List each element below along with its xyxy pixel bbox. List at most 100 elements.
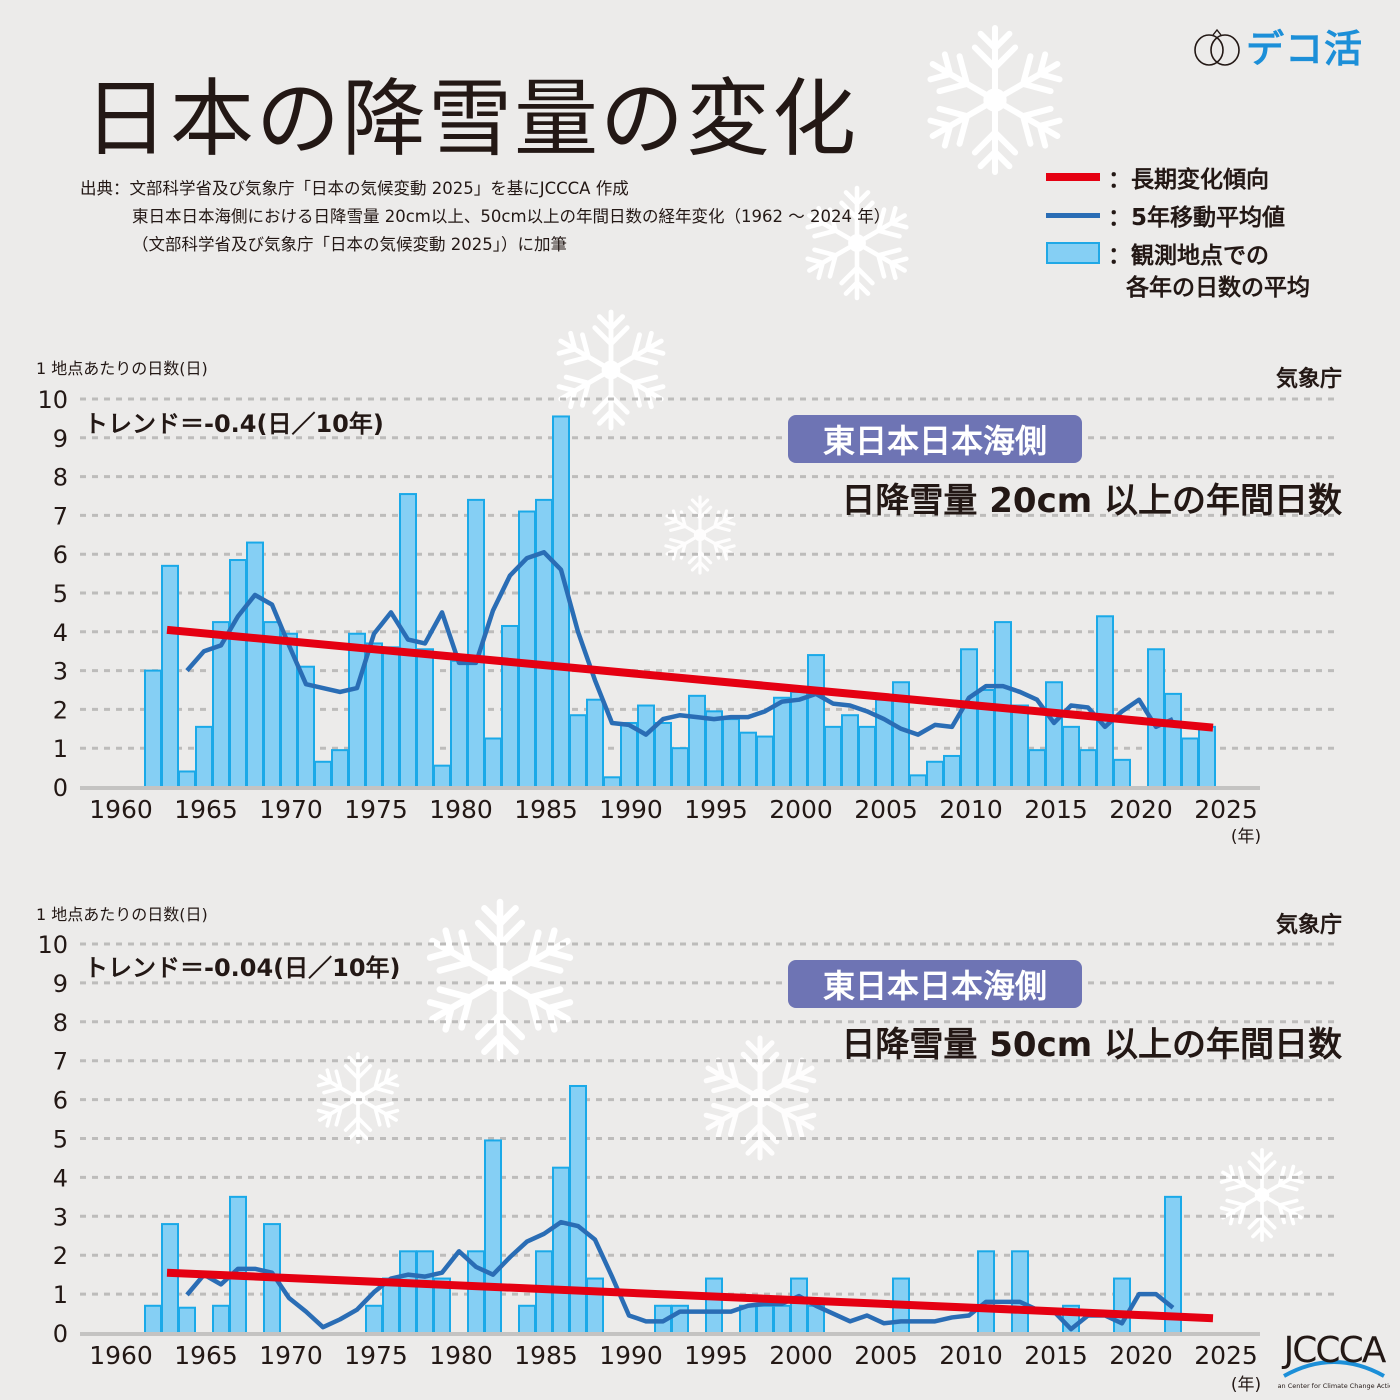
legend-label: ：長期変化傾向	[1108, 167, 1269, 193]
source-line-2: 東日本日本海側における日降雪量 20cm以上、50cm以上の年間日数の経年変化（…	[132, 207, 891, 226]
y-tick-label: 6	[53, 1087, 68, 1115]
two-rings-icon	[1194, 28, 1240, 66]
bar-1972	[314, 760, 332, 788]
y-tick-label: 2	[53, 696, 68, 724]
bar-2002	[824, 725, 842, 788]
region-badge-bg	[788, 415, 1082, 463]
x-tick-label: 1980	[429, 795, 493, 824]
chart-title: 日降雪量 20cm 以上の年間日数	[841, 481, 1342, 521]
legend-item-moving-average: ：5年移動平均値	[1046, 196, 1310, 234]
bar-1962	[144, 1304, 162, 1334]
region-badge-bg	[788, 960, 1082, 1008]
snowflake-icon	[703, 1035, 817, 1161]
x-tick-label: 2015	[1024, 1341, 1088, 1370]
bar-2007	[909, 774, 927, 788]
bar-2023	[1181, 737, 1199, 788]
bar-1963	[161, 564, 179, 788]
bar-2016	[1062, 725, 1080, 788]
bar-2013	[1011, 704, 1029, 788]
chart-20cm: 1 地点あたりの日数(日) 気象庁 0 1 2 3 4 5 6 7 8 9 10 1960 1965 19…	[36, 359, 1342, 847]
bar-1986	[552, 1166, 570, 1334]
bar-1993	[671, 747, 689, 789]
jccca-org-name: Japan Center for Climate Change Actions	[1278, 1382, 1390, 1390]
bar-2011	[977, 1250, 995, 1334]
legend-label: ：5年移動平均値	[1108, 205, 1286, 231]
bar-1964	[178, 770, 196, 789]
region-label: 東日本日本海側	[823, 967, 1047, 1005]
trend-line	[166, 1268, 1214, 1323]
bar-1982	[484, 737, 502, 788]
bar-1991	[637, 704, 655, 788]
snowflake-icon	[664, 495, 736, 575]
bar-1987	[569, 714, 587, 788]
y-tick-label: 9	[53, 970, 68, 998]
x-tick-label: 2000	[769, 795, 833, 824]
x-tick-label: 2015	[1024, 795, 1088, 824]
x-axis-unit: (年)	[1231, 827, 1261, 847]
x-tick-label: 1965	[174, 1341, 238, 1370]
page-title: 日本の降雪量の変化	[84, 70, 859, 168]
x-tick-label: 1960	[89, 1341, 153, 1370]
bar-1998	[756, 735, 774, 788]
bar-1998	[756, 1304, 774, 1334]
snowflake-icon	[927, 25, 1063, 175]
trend-annotation: トレンド＝-0.4(日／10年)	[84, 410, 384, 438]
bar-2022	[1164, 692, 1182, 789]
bar-1962	[144, 669, 162, 789]
trend-annotation: トレンド＝-0.04(日／10年)	[84, 954, 401, 982]
bar-2015	[1045, 681, 1063, 788]
x-tick-label: 2010	[939, 795, 1003, 824]
bar-1994	[688, 694, 706, 789]
bar-1974	[348, 632, 366, 788]
bar-2010	[960, 648, 978, 789]
bar-1983	[501, 624, 519, 789]
y-tick-label: 10	[37, 931, 68, 959]
bar-1976	[382, 1277, 400, 1335]
logo-text: デコ活	[1246, 27, 1364, 71]
credit-label: 気象庁	[1276, 912, 1342, 938]
y-tick-label: 3	[53, 658, 68, 686]
y-tick-label: 1	[53, 1281, 68, 1309]
snowflake-icon	[426, 898, 574, 1062]
bar-1976	[382, 646, 400, 788]
bar-1985	[535, 498, 553, 788]
y-tick-label: 10	[37, 386, 68, 414]
x-tick-label: 1970	[259, 795, 323, 824]
bar-1992	[654, 721, 672, 789]
bar-2000	[790, 690, 808, 788]
bar-2003	[841, 714, 859, 788]
bar-1982	[484, 1139, 502, 1334]
bar-1997	[739, 731, 757, 788]
bar-1999	[773, 1304, 791, 1334]
bar-1990	[620, 721, 638, 789]
snowflake-icon	[316, 1052, 400, 1144]
y-tick-label: 0	[53, 1320, 68, 1348]
bar-2009	[943, 754, 961, 788]
x-tick-label: 2025	[1194, 795, 1258, 824]
bar-1984	[518, 1304, 536, 1334]
bar-1986	[552, 415, 570, 789]
bar-1966	[212, 1304, 230, 1334]
legend-item-bars: ：観測地点での	[1046, 234, 1310, 272]
y-tick-label: 8	[53, 464, 68, 492]
x-tick-label: 1975	[344, 1341, 408, 1370]
trend-line	[166, 625, 1214, 732]
y-tick-label: 8	[53, 1009, 68, 1037]
bar-1964	[178, 1306, 196, 1334]
y-tick-label: 2	[53, 1242, 68, 1270]
x-tick-label: 2000	[769, 1341, 833, 1370]
bar-1996	[722, 718, 740, 789]
y-axis-label: 1 地点あたりの日数(日)	[36, 359, 208, 378]
x-tick-label: 1995	[684, 795, 748, 824]
x-tick-label: 1985	[514, 795, 578, 824]
x-tick-label: 2005	[854, 1341, 918, 1370]
bar-1979	[433, 764, 451, 789]
legend-item-trend: ：長期変化傾向	[1046, 158, 1310, 196]
bar-1977	[399, 1250, 417, 1334]
bar-1975	[365, 642, 383, 788]
source-line-3: （文部科学省及び気象庁「日本の気候変動 2025」）に加筆	[132, 235, 567, 254]
x-tick-label: 1985	[514, 1341, 578, 1370]
x-tick-label: 1975	[344, 795, 408, 824]
y-tick-label: 7	[53, 502, 68, 530]
bar-1973	[331, 749, 349, 789]
